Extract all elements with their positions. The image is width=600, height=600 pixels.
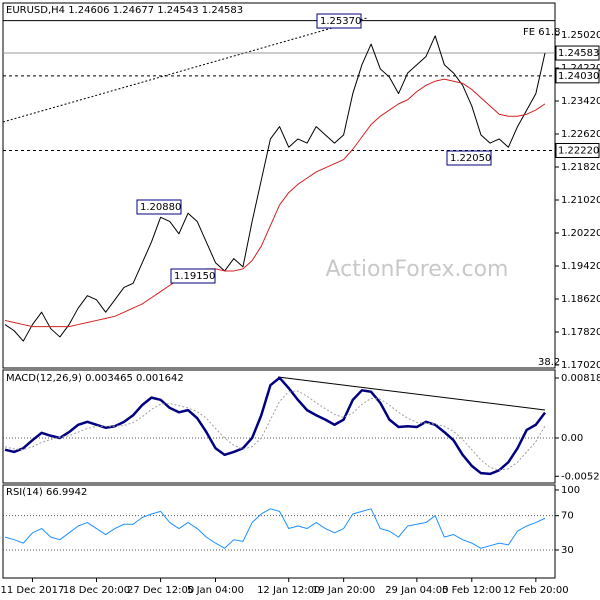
macd-trend-line <box>277 376 546 411</box>
level-label-box <box>555 45 600 61</box>
level-label-box <box>555 143 600 159</box>
y-tick-label: 1.19420 <box>561 261 600 272</box>
y-tick-label: -0.005223 <box>561 471 600 482</box>
annotation: 1.19150 <box>174 271 215 282</box>
y-tick-label: 100 <box>561 485 580 496</box>
watermark: ActionForex.com <box>326 257 509 282</box>
chart-title: EURUSD,H4 1.24606 1.24677 1.24543 1.2458… <box>6 5 243 16</box>
series-line <box>4 508 546 549</box>
macd-title: MACD(12,26,9) 0.003465 0.001642 <box>6 373 184 384</box>
x-tick-label: 18 Dec 20:00 <box>63 585 130 596</box>
annotation: FE 61.8 <box>523 27 561 38</box>
annotation-box <box>170 268 216 284</box>
series-line <box>4 376 547 476</box>
y-tick-label: 0.008182 <box>561 373 600 384</box>
annotation-box <box>136 199 182 215</box>
x-tick-label: 19 Jan 20:00 <box>312 585 375 596</box>
y-tick-label: 1.25020 <box>561 30 600 41</box>
x-tick-label: 5 Jan 04:00 <box>187 585 244 596</box>
level-label: 1.22220 <box>558 146 599 157</box>
x-tick-label: 29 Jan 04:00 <box>385 585 448 596</box>
y-tick-label: 1.21820 <box>561 162 600 173</box>
annotation-box <box>446 150 492 166</box>
y-tick-label: 1.18620 <box>561 294 600 305</box>
y-tick-label: 1.17020 <box>561 360 600 371</box>
y-tick-label: 1.21020 <box>561 195 600 206</box>
x-tick-label: 12 Feb 20:00 <box>503 585 569 596</box>
series-line <box>4 78 546 328</box>
level-label: 1.24583 <box>558 48 599 59</box>
x-tick-label: 27 Dec 12:00 <box>127 585 194 596</box>
macd-panel <box>2 369 556 484</box>
price-panel <box>2 2 556 369</box>
rsi-panel <box>2 484 556 579</box>
y-tick-label: 1.20220 <box>561 228 600 239</box>
y-tick-label: 0.00 <box>561 433 583 444</box>
y-tick-label: 1.17820 <box>561 327 600 338</box>
level-label: 1.24030 <box>558 71 599 82</box>
x-tick-label: 5 Feb 12:00 <box>442 585 501 596</box>
trend-line <box>2 17 368 123</box>
annotation: 38.2 <box>538 357 560 368</box>
level-label-box <box>555 68 600 84</box>
annotation: 1.25370 <box>320 16 361 27</box>
series-line <box>4 35 546 342</box>
series-line <box>4 390 546 471</box>
annotation: 1.22050 <box>450 153 491 164</box>
y-tick-label: 1.22620 <box>561 129 600 140</box>
rsi-title: RSI(14) 66.9942 <box>6 487 87 498</box>
x-tick-label: 12 Jan 12:00 <box>257 585 320 596</box>
annotation-box <box>316 13 362 29</box>
y-tick-label: 30 <box>561 545 574 556</box>
annotation: 1.20880 <box>140 202 181 213</box>
x-tick-label: 11 Dec 2017 <box>1 585 65 596</box>
y-tick-label: 1.23420 <box>561 96 600 107</box>
y-tick-label: 70 <box>561 511 574 522</box>
